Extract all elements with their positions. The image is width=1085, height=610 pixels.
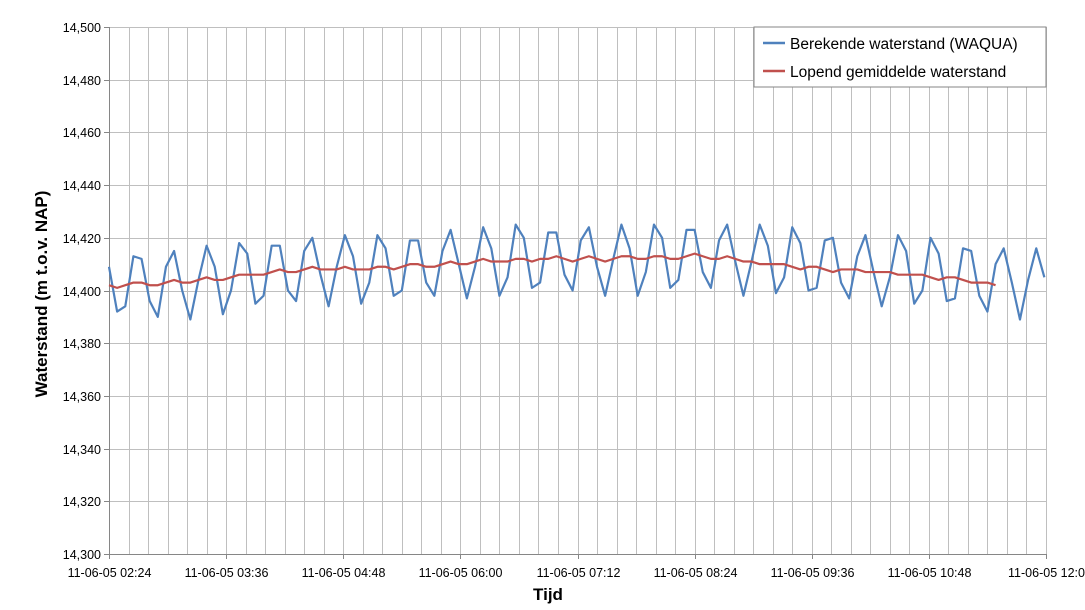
grid <box>109 27 1047 555</box>
x-tick-label: 11-06-05 03:36 <box>185 566 269 580</box>
axes <box>104 27 1047 559</box>
x-tick-label: 11-06-05 12:0 <box>1008 566 1085 580</box>
y-tick-labels: 14,300 14,320 14,340 14,360 14,380 14,400 14,4… <box>63 21 101 562</box>
y-axis-label: Waterstand (m t.o.v. NAP) <box>32 191 51 398</box>
y-tick-label: 14,500 <box>63 21 101 35</box>
x-tick-label: 11-06-05 10:48 <box>888 566 972 580</box>
y-tick-label: 14,380 <box>63 337 101 351</box>
x-axis-label: Tijd <box>533 585 563 604</box>
series-lines <box>107 223 1046 321</box>
y-tick-label: 14,340 <box>63 443 101 457</box>
x-tick-label: 11-06-05 04:48 <box>302 566 386 580</box>
y-tick-label: 14,400 <box>63 285 101 299</box>
series-line-lopend-gemiddelde <box>108 252 996 289</box>
y-tick-label: 14,320 <box>63 495 101 509</box>
y-tick-label: 14,460 <box>63 126 101 140</box>
y-tick-label: 14,300 <box>63 548 101 562</box>
x-tick-label: 11-06-05 08:24 <box>654 566 738 580</box>
legend-box <box>753 26 1047 88</box>
x-tick-labels: 11-06-05 02:24 11-06-05 03:36 11-06-05 04:… <box>68 566 1085 580</box>
x-tick-label: 11-06-05 09:36 <box>771 566 855 580</box>
legend-label-lopend: Lopend gemiddelde waterstand <box>790 64 1006 81</box>
series-line-berekende-waterstand <box>107 223 1046 321</box>
legend-label-berekende: Berekende waterstand (WAQUA) <box>790 36 1018 53</box>
x-tick-label: 11-06-05 02:24 <box>68 566 152 580</box>
y-tick-label: 14,420 <box>63 232 101 246</box>
x-tick-label: 11-06-05 06:00 <box>419 566 503 580</box>
y-tick-label: 14,360 <box>63 390 101 404</box>
y-tick-label: 14,440 <box>63 179 101 193</box>
x-tick-label: 11-06-05 07:12 <box>537 566 621 580</box>
legend: Berekende waterstand (WAQUA) Lopend gemi… <box>753 26 1047 88</box>
y-tick-label: 14,480 <box>63 74 101 88</box>
